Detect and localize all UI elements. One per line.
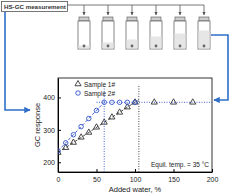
vial — [102, 21, 114, 49]
point — [109, 114, 115, 119]
x-tick-label: 200 — [207, 176, 219, 183]
bracket — [68, 5, 205, 6]
vial — [198, 21, 210, 49]
vial-sample — [131, 45, 134, 48]
point — [78, 134, 84, 139]
point — [101, 119, 107, 124]
legend-label: Sample 1# — [84, 81, 115, 89]
arrow — [108, 5, 109, 15]
vial-liquid — [199, 31, 210, 49]
x-tick-label: 100 — [130, 176, 142, 183]
x-tick: 150 — [168, 169, 180, 183]
chart: 0 50 100 150 200 200 300 400 Added water, % GC re… — [33, 78, 218, 194]
point — [79, 124, 84, 129]
fit-line — [104, 84, 105, 172]
annotation: Equil. temp. = 35 °C — [151, 161, 209, 169]
point — [110, 100, 115, 105]
legend-symbol — [75, 80, 81, 85]
fit-line — [138, 84, 139, 172]
point — [86, 129, 92, 134]
link-arrow — [211, 35, 228, 100]
y-tick-mark — [58, 162, 61, 163]
link-arrow — [5, 12, 30, 110]
vial-cap — [175, 17, 185, 21]
y-tick-label: 300 — [43, 127, 55, 134]
x-tick-mark — [174, 169, 175, 172]
arrow — [156, 5, 157, 15]
figure: HS-GC measurement 0 50 100 150 200 200 300 400 Ad… — [0, 0, 232, 196]
legend-label: Sample 2# — [84, 90, 115, 98]
y-tick-label: 400 — [43, 94, 55, 101]
vial-sample — [155, 45, 158, 48]
vial-sample — [107, 45, 110, 48]
point — [117, 100, 122, 105]
x-tick-label: 0 — [57, 176, 61, 183]
y-tick-mark — [58, 97, 61, 98]
point — [117, 109, 123, 114]
legend-symbol — [76, 91, 81, 96]
point — [190, 99, 196, 104]
point — [102, 100, 107, 105]
vial-sample — [179, 45, 182, 48]
vial — [150, 21, 162, 49]
fit-line — [58, 100, 139, 153]
point — [132, 99, 138, 104]
x-tick-label: 50 — [93, 176, 101, 183]
x-tick-mark — [97, 169, 98, 172]
point — [63, 141, 68, 146]
x-tick-mark — [135, 169, 136, 172]
point — [133, 100, 138, 105]
arrow — [180, 5, 181, 15]
legend: Sample 1#Sample 2# — [75, 80, 115, 97]
arrow — [84, 5, 85, 15]
point — [58, 149, 60, 154]
vial — [78, 21, 90, 49]
fit-line — [58, 102, 104, 151]
diagram: HS-GC measurement — [2, 2, 211, 50]
header-label: HS-GC measurement — [4, 3, 66, 10]
point — [70, 139, 76, 144]
vial-cap — [103, 17, 113, 21]
arrow — [204, 5, 205, 15]
y-tick-mark — [58, 130, 61, 131]
arrow — [132, 5, 133, 15]
x-tick: 50 — [93, 169, 101, 183]
plot-area — [58, 84, 212, 172]
x-axis: 0 50 100 150 200 — [57, 169, 219, 183]
vial-liquid — [103, 43, 114, 49]
point — [125, 100, 130, 105]
x-tick-label: 150 — [168, 176, 180, 183]
vial-cap — [127, 17, 137, 21]
vial-liquid — [79, 46, 90, 49]
vial — [174, 21, 186, 49]
y-tick-label: 200 — [43, 159, 55, 166]
x-tick: 200 — [207, 169, 219, 183]
point — [94, 108, 99, 113]
vial-cap — [199, 17, 209, 21]
plot-frame — [58, 78, 212, 172]
point — [87, 116, 92, 121]
x-tick: 100 — [130, 169, 142, 183]
vial-cap — [151, 17, 161, 21]
y-axis-title: GC response — [33, 103, 42, 147]
point — [170, 99, 176, 104]
vial-sample — [203, 45, 206, 48]
vial-liquid — [175, 34, 186, 49]
vial-liquid — [127, 40, 138, 49]
point — [71, 132, 76, 137]
point — [58, 149, 61, 154]
point — [151, 99, 157, 104]
vial-sample — [83, 45, 86, 48]
x-axis-title: Added water, % — [109, 185, 162, 194]
vial-liquid — [151, 37, 162, 49]
header-box — [2, 2, 68, 12]
vial-cap — [79, 17, 89, 21]
vial — [126, 21, 138, 49]
point — [93, 124, 99, 129]
